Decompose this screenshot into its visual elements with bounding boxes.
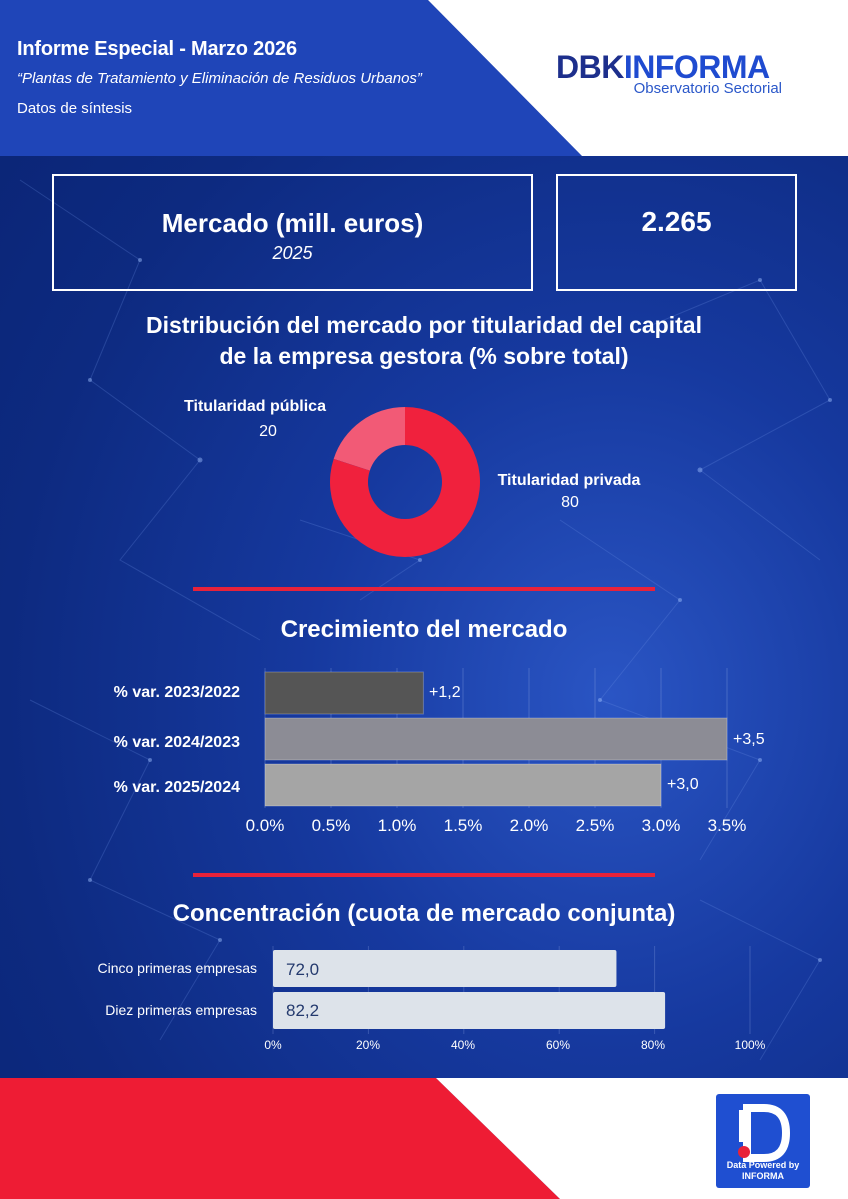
logo-brand-dbk: DBK xyxy=(556,49,624,85)
growth-value-label-3: +3,0 xyxy=(667,776,699,793)
donut-value-public: 20 xyxy=(259,423,277,440)
concentration-value-label-1: 72,0 xyxy=(286,960,320,979)
growth-tick: 2.5% xyxy=(575,816,615,835)
section-divider-1 xyxy=(193,587,655,591)
market-label-box: Mercado (mill. euros) 2025 xyxy=(52,174,533,291)
growth-bar xyxy=(264,671,424,715)
badge-line1: Data Powered by xyxy=(726,1160,800,1170)
report-title: Informe Especial - Marzo 2026 xyxy=(17,38,297,60)
concentration-tick: 60% xyxy=(545,1038,571,1052)
distribution-title: Distribución del mercado por titularidad… xyxy=(0,310,848,372)
concentration-bar xyxy=(273,950,617,987)
market-year: 2025 xyxy=(272,243,313,263)
growth-value-label-1: +1,2 xyxy=(429,684,461,701)
growth-category-2: % var. 2024/2023 xyxy=(113,734,240,751)
donut-slice-public xyxy=(333,407,405,471)
dbk-informa-logo: DBKINFORMA Observatorio Sectorial xyxy=(556,50,786,97)
section-divider-2 xyxy=(193,873,655,877)
donut-slice-private xyxy=(330,407,480,557)
logo-tagline: Observatorio Sectorial xyxy=(633,80,782,97)
growth-title: Crecimiento del mercado xyxy=(280,616,568,643)
distribution-title-line2: de la empresa gestora (% sobre total) xyxy=(219,343,629,369)
logo-brand-informa: INFORMA xyxy=(623,49,770,85)
report-note: Datos de síntesis xyxy=(17,100,133,117)
concentration-category-1: Cinco primeras empresas xyxy=(97,960,258,976)
data-powered-badge: Data Powered by INFORMA xyxy=(716,1094,810,1188)
concentration-tick: 20% xyxy=(355,1038,381,1052)
growth-tick: 1.0% xyxy=(377,816,417,835)
growth-bar xyxy=(264,763,662,807)
concentration-category-2: Diez primeras empresas xyxy=(105,1002,257,1018)
donut-label-public: Titularidad pública xyxy=(184,398,326,415)
concentration-bar xyxy=(273,992,666,1029)
growth-bar xyxy=(264,717,728,761)
report-subtitle: “Plantas de Tratamiento y Eliminación de… xyxy=(17,70,422,87)
market-value: 2.265 xyxy=(641,206,712,237)
growth-tick: 1.5% xyxy=(443,816,483,835)
informa-d-icon xyxy=(738,1104,791,1162)
growth-value-label-2: +3,5 xyxy=(733,731,765,748)
growth-category-1: % var. 2023/2022 xyxy=(113,684,240,701)
badge-line2: INFORMA xyxy=(742,1171,784,1181)
growth-category-3: % var. 2025/2024 xyxy=(113,779,240,796)
concentration-tick: 40% xyxy=(450,1038,476,1052)
growth-tick: 3.0% xyxy=(641,816,681,835)
concentration-title: Concentración (cuota de mercado conjunta… xyxy=(172,900,676,927)
growth-tick: 0.5% xyxy=(311,816,351,835)
concentration-value-label-2: 82,2 xyxy=(286,1001,320,1020)
header-background xyxy=(0,0,848,156)
market-value-box: 2.265 xyxy=(556,174,797,291)
donut-label-private: Titularidad privada xyxy=(497,472,641,489)
distribution-title-line1: Distribución del mercado por titularidad… xyxy=(146,312,702,338)
donut-value-private: 80 xyxy=(561,494,579,511)
market-label: Mercado (mill. euros) xyxy=(161,208,424,238)
concentration-tick: 80% xyxy=(640,1038,666,1052)
concentration-tick: 0% xyxy=(264,1038,282,1052)
growth-tick: 0.0% xyxy=(245,816,285,835)
concentration-tick: 100% xyxy=(734,1038,766,1052)
growth-tick: 3.5% xyxy=(707,816,747,835)
growth-tick: 2.0% xyxy=(509,816,549,835)
